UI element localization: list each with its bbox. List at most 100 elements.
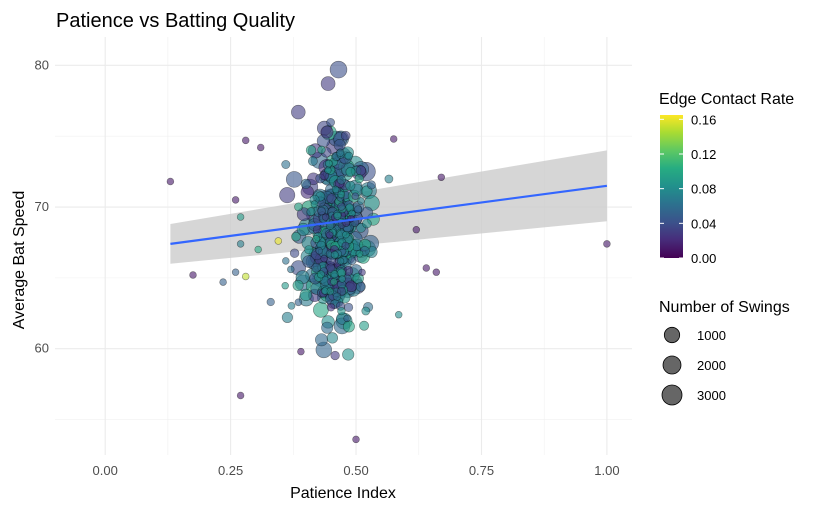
data-point <box>331 271 338 278</box>
data-point <box>311 201 318 208</box>
data-point <box>190 272 197 279</box>
data-point <box>321 77 335 91</box>
y-axis-ticks: 60 70 80 <box>35 57 49 355</box>
size-legend-entries: 1000 2000 3000 <box>662 327 726 405</box>
data-point <box>242 273 249 280</box>
data-point <box>330 61 347 78</box>
color-legend-bar <box>660 115 683 258</box>
data-point <box>331 251 338 258</box>
data-point <box>339 276 346 283</box>
data-point <box>325 160 332 167</box>
data-point <box>327 118 335 126</box>
data-point <box>315 334 327 346</box>
size-legend: Number of Swings 1000 2000 3000 <box>659 299 790 405</box>
data-point <box>300 289 312 301</box>
data-point <box>242 137 249 144</box>
size-legend-label: 2000 <box>697 358 726 373</box>
size-legend-label: 3000 <box>697 388 726 403</box>
data-point <box>603 240 610 247</box>
data-point <box>282 282 289 289</box>
data-point <box>357 198 364 205</box>
data-point <box>321 322 332 333</box>
data-point <box>433 269 440 276</box>
data-point <box>286 171 302 187</box>
data-point <box>338 203 346 211</box>
data-point <box>362 219 371 228</box>
data-point <box>341 131 350 140</box>
data-point <box>337 149 345 157</box>
data-point <box>318 146 326 154</box>
size-legend-symbol <box>664 327 679 342</box>
data-point <box>367 181 375 189</box>
data-point <box>353 436 360 443</box>
data-point <box>305 245 313 253</box>
data-point <box>343 321 354 332</box>
data-point <box>362 307 370 315</box>
data-point <box>232 269 239 276</box>
data-point <box>356 250 363 257</box>
x-tick-label: 0.25 <box>218 463 243 478</box>
color-legend-label: 0.08 <box>691 182 716 197</box>
color-legend-label: 0.04 <box>691 216 716 231</box>
data-point <box>344 303 353 312</box>
data-point <box>333 293 341 301</box>
data-point <box>325 167 332 174</box>
x-tick-label: 0.00 <box>93 463 118 478</box>
data-point <box>288 302 295 309</box>
data-point <box>295 299 302 306</box>
color-legend: Edge Contact Rate 0.16 0.12 0.08 0.04 0.00 <box>659 91 794 266</box>
data-point <box>308 157 317 166</box>
data-point <box>237 392 244 399</box>
size-legend-symbol <box>662 385 682 405</box>
data-point <box>338 307 346 315</box>
data-point <box>334 212 341 219</box>
y-tick-label: 80 <box>35 57 49 72</box>
data-point <box>282 160 290 168</box>
data-point <box>346 167 355 176</box>
size-legend-label: 1000 <box>697 328 726 343</box>
data-point <box>291 232 300 241</box>
data-point <box>346 181 356 191</box>
data-point <box>307 208 315 216</box>
chart-title: Patience vs Batting Quality <box>56 10 295 32</box>
color-legend-title: Edge Contact Rate <box>659 91 794 108</box>
data-point <box>348 257 356 265</box>
data-point <box>322 214 329 221</box>
data-point <box>331 278 338 285</box>
data-point <box>280 187 295 202</box>
data-point <box>237 214 244 221</box>
data-point <box>220 279 227 286</box>
x-tick-label: 0.50 <box>343 463 368 478</box>
data-point <box>255 246 262 253</box>
data-point <box>338 191 345 198</box>
data-point <box>332 186 339 193</box>
data-point <box>287 266 294 273</box>
data-point <box>306 145 316 155</box>
data-point <box>356 282 365 291</box>
data-point <box>438 174 445 181</box>
data-point <box>282 257 289 264</box>
color-legend-label: 0.16 <box>691 112 716 127</box>
x-tick-label: 1.00 <box>594 463 619 478</box>
color-legend-label: 0.00 <box>691 251 716 266</box>
data-point <box>423 265 430 272</box>
data-point <box>342 242 349 249</box>
data-point <box>294 203 302 211</box>
data-point <box>321 126 333 138</box>
data-point <box>344 315 351 322</box>
x-axis-label: Patience Index <box>290 485 396 502</box>
x-axis-ticks: 0.00 0.25 0.50 0.75 1.00 <box>93 463 620 478</box>
data-point <box>331 351 340 360</box>
data-point <box>257 144 264 151</box>
data-point <box>313 302 328 317</box>
data-point <box>316 247 323 254</box>
data-point <box>337 176 346 185</box>
y-tick-label: 70 <box>35 199 49 214</box>
data-point <box>355 174 364 183</box>
data-point <box>359 321 368 330</box>
data-point <box>237 240 244 247</box>
data-point <box>321 288 328 295</box>
data-point <box>342 231 349 238</box>
data-point <box>321 255 328 262</box>
data-point <box>327 303 335 311</box>
